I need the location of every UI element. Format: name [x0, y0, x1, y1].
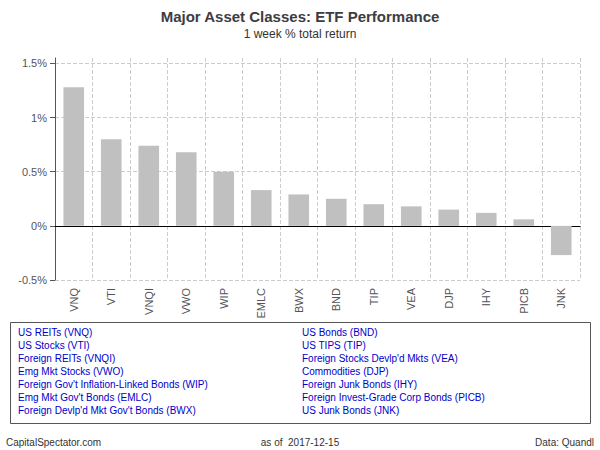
svg-text:JNK: JNK [555, 287, 567, 308]
svg-text:Foreign Stocks Devlp'd Mkts (V: Foreign Stocks Devlp'd Mkts (VEA) [302, 353, 458, 364]
svg-text:0%: 0% [31, 220, 47, 232]
svg-text:DJP: DJP [443, 288, 455, 309]
svg-text:PICB: PICB [518, 288, 530, 314]
svg-text:1.5%: 1.5% [22, 57, 47, 69]
svg-text:Data: Quandl: Data: Quandl [535, 437, 594, 448]
svg-text:1%: 1% [31, 112, 47, 124]
svg-text:Emg Mkt Gov't Bonds (EMLC): Emg Mkt Gov't Bonds (EMLC) [18, 392, 152, 403]
svg-text:VNQI: VNQI [143, 288, 155, 315]
svg-text:WIP: WIP [218, 288, 230, 309]
svg-text:Commodities (DJP): Commodities (DJP) [302, 366, 389, 377]
svg-text:Emg Mkt Stocks (VWO): Emg Mkt Stocks (VWO) [18, 366, 124, 377]
svg-text:US REITs (VNQ): US REITs (VNQ) [18, 327, 92, 338]
svg-text:US TIPS (TIP): US TIPS (TIP) [302, 340, 366, 351]
svg-text:VWO: VWO [180, 288, 192, 315]
svg-text:US Junk Bonds (JNK): US Junk Bonds (JNK) [302, 405, 399, 416]
svg-text:1 week % total return: 1 week % total return [244, 27, 357, 41]
svg-text:VTI: VTI [105, 288, 117, 305]
svg-text:US Stocks (VTI): US Stocks (VTI) [18, 340, 90, 351]
svg-text:VNQ: VNQ [68, 288, 80, 312]
svg-text:US Bonds (BND): US Bonds (BND) [302, 327, 378, 338]
svg-text:Foreign Devlp'd Mkt Gov't Bond: Foreign Devlp'd Mkt Gov't Bonds (BWX) [18, 405, 196, 416]
svg-text:TIP: TIP [368, 288, 380, 305]
svg-text:BND: BND [330, 288, 342, 311]
svg-text:BWX: BWX [293, 287, 305, 313]
svg-text:Foreign Gov't Inflation-Linked: Foreign Gov't Inflation-Linked Bonds (WI… [18, 379, 208, 390]
svg-text:Major Asset Classes: ETF Perfo: Major Asset Classes: ETF Performance [161, 8, 440, 25]
svg-text:Foreign Invest-Grade Corp Bond: Foreign Invest-Grade Corp Bonds (PICB) [302, 392, 485, 403]
svg-text:CapitalSpectator.com: CapitalSpectator.com [6, 437, 101, 448]
svg-text:as of 2017-12-15: as of 2017-12-15 [261, 437, 340, 448]
svg-text:0.5%: 0.5% [22, 166, 47, 178]
svg-text:Foreign Junk Bonds (IHY): Foreign Junk Bonds (IHY) [302, 379, 417, 390]
svg-text:VEA: VEA [405, 287, 417, 310]
svg-text:-0.5%: -0.5% [18, 274, 47, 286]
svg-text:IHY: IHY [480, 287, 492, 306]
svg-text:EMLC: EMLC [255, 288, 267, 319]
svg-text:Foreign REITs (VNQI): Foreign REITs (VNQI) [18, 353, 115, 364]
